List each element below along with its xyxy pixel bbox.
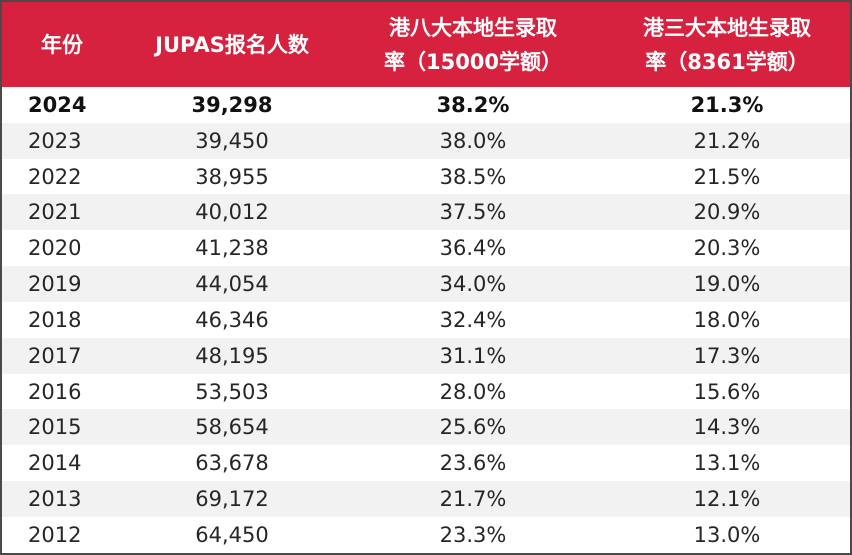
hk3-rate-cell: 20.3% [693,236,761,261]
header-hk8-rate-line1: 港八大本地生录取 [389,15,557,40]
hk8-rate-cell: 31.1% [439,343,507,368]
year-cell: 2012 [28,522,82,547]
year-cell: 2014 [28,451,82,476]
table-row: 2024 39,298 38.2% 21.3% [2,87,850,123]
header-row: 年份 JUPAS报名人数 港八大本地生录取 率（15000学额） 港三大本地生录… [2,2,850,87]
table-row: 2013 69,172 21.7% 12.1% [2,481,850,517]
table-body: 2024 39,298 38.2% 21.3% 2023 39,450 38.0% 21.2%… [2,87,850,553]
table-row: 2019 44,054 34.0% 19.0% [2,266,850,302]
hk3-rate-cell: 21.2% [693,128,761,153]
applicants-cell: 53,503 [195,379,269,404]
header-applicants-label: JUPAS报名人数 [155,32,309,57]
hk8-rate-cell: 38.2% [436,92,510,117]
hk3-rate-cell: 18.0% [693,307,761,332]
hk8-rate-cell: 36.4% [439,236,507,261]
year-cell: 2021 [28,200,82,225]
hk8-rate-cell: 23.3% [439,522,507,547]
table-row: 2016 53,503 28.0% 15.6% [2,373,850,410]
year-cell: 2024 [28,92,87,117]
header-hk8-rate: 港八大本地生录取 率（15000学额） [342,2,604,87]
applicants-cell: 44,054 [195,272,269,297]
hk3-rate-cell: 21.3% [690,92,764,117]
hk3-rate-cell: 15.6% [693,379,761,404]
hk8-rate-cell: 21.7% [439,487,507,512]
hk8-rate-cell: 25.6% [439,415,507,440]
applicants-cell: 38,955 [195,164,269,189]
hk3-rate-cell: 19.0% [693,272,761,297]
hk8-rate-cell: 38.5% [439,164,507,189]
table-row: 2021 40,012 37.5% 20.9% [2,194,850,231]
year-cell: 2018 [28,307,82,332]
year-cell: 2023 [28,128,82,153]
table-row: 2022 38,955 38.5% 21.5% [2,158,850,195]
year-cell: 2022 [28,164,82,189]
hk8-rate-cell: 38.0% [439,128,507,153]
year-cell: 2019 [28,272,82,297]
applicants-cell: 69,172 [195,487,269,512]
applicants-cell: 46,346 [195,307,269,332]
hk8-rate-cell: 32.4% [439,307,507,332]
hk3-rate-cell: 12.1% [693,487,761,512]
hk8-rate-cell: 34.0% [439,272,507,297]
header-hk8-rate-line2: 率（15000学额） [383,49,563,74]
hk3-rate-cell: 17.3% [693,343,761,368]
hk8-rate-cell: 23.6% [439,451,507,476]
table-header: 年份 JUPAS报名人数 港八大本地生录取 率（15000学额） 港三大本地生录… [2,2,850,87]
header-hk3-rate: 港三大本地生录取 率（8361学额） [604,2,850,87]
table-row: 2018 46,346 32.4% 18.0% [2,301,850,338]
hk3-rate-cell: 21.5% [693,164,761,189]
year-cell: 2020 [28,236,82,261]
header-year-label: 年份 [41,32,83,57]
year-cell: 2015 [28,415,82,440]
applicants-cell: 40,012 [195,200,269,225]
header-applicants: JUPAS报名人数 [122,2,342,87]
applicants-cell: 39,450 [195,128,269,153]
applicants-cell: 41,238 [195,236,269,261]
applicants-cell: 48,195 [195,343,269,368]
year-cell: 2013 [28,487,82,512]
table-row: 2017 48,195 31.1% 17.3% [2,337,850,374]
hk3-rate-cell: 13.1% [693,451,761,476]
table-row: 2014 63,678 23.6% 13.1% [2,445,850,482]
header-hk3-rate-line2: 率（8361学额） [645,49,809,74]
header-year: 年份 [2,2,122,87]
hk3-rate-cell: 13.0% [693,522,761,547]
hk8-rate-cell: 28.0% [439,379,507,404]
table-row: 2020 41,238 36.4% 20.3% [2,230,850,267]
applicants-cell: 63,678 [195,451,269,476]
table-row: 2012 64,450 23.3% 13.0% [2,516,850,553]
table-row: 2015 58,654 25.6% 14.3% [2,409,850,446]
hk3-rate-cell: 14.3% [693,415,761,440]
year-cell: 2017 [28,343,82,368]
applicants-cell: 39,298 [191,92,273,117]
hk3-rate-cell: 20.9% [693,200,761,225]
table-row: 2023 39,450 38.0% 21.2% [2,122,850,159]
applicants-cell: 58,654 [195,415,269,440]
applicants-cell: 64,450 [195,522,269,547]
hk8-rate-cell: 37.5% [439,200,507,225]
header-hk3-rate-line1: 港三大本地生录取 [643,15,811,40]
year-cell: 2016 [28,379,82,404]
